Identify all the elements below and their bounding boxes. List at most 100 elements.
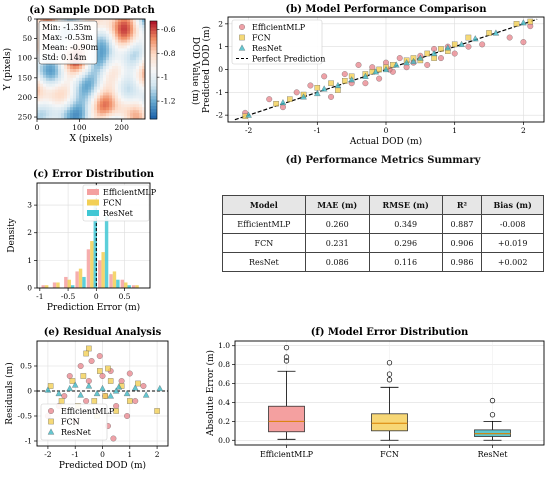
heatmap-cell	[127, 110, 131, 114]
heatmap-cell	[85, 77, 89, 82]
heatmap-cell	[121, 101, 125, 105]
heatmap-cell	[121, 113, 125, 117]
heatmap-cell	[67, 77, 71, 82]
heatmap-cell	[106, 69, 110, 73]
heatmap-cell	[55, 95, 59, 99]
scatter-point	[140, 383, 147, 389]
scatter-point	[102, 393, 108, 399]
heatmap-cell	[43, 86, 47, 90]
scatter-point	[66, 384, 74, 392]
heatmap-cell	[40, 86, 44, 90]
heatmap-cell	[139, 77, 143, 82]
heatmap-cell	[91, 83, 95, 88]
scatter-point	[126, 370, 133, 377]
scatter-point	[372, 68, 379, 75]
heatmap-cell	[106, 45, 110, 49]
heatmap-cell	[106, 51, 110, 55]
heatmap-cell	[139, 27, 143, 32]
heatmap-cell	[94, 101, 98, 105]
histogram-bar	[109, 274, 113, 288]
colorbar-segment	[150, 76, 157, 81]
heatmap-cell	[121, 51, 125, 55]
heatmap-cell	[121, 21, 125, 26]
heatmap-cell	[142, 77, 146, 82]
heatmap-cell	[79, 19, 83, 23]
scatter-point	[280, 104, 286, 111]
heatmap-cell	[100, 110, 104, 114]
heatmap-cell	[85, 89, 89, 93]
legend-marker	[238, 44, 246, 51]
heatmap-cell	[37, 51, 41, 55]
heatmap-cell	[91, 89, 95, 93]
heatmap-cell	[91, 92, 95, 96]
heatmap-cell	[139, 89, 143, 93]
heatmap-cell	[43, 104, 47, 108]
scatter-point	[156, 384, 164, 392]
heatmap-cell	[37, 71, 41, 76]
scatter-point	[438, 55, 444, 62]
heatmap-cell	[133, 60, 137, 64]
heatmap-cell	[76, 77, 80, 82]
heatmap-cell	[94, 77, 98, 82]
heatmap-cell	[124, 24, 128, 29]
heatmap-cell	[43, 71, 47, 76]
heatmap-cell	[124, 80, 128, 85]
heatmap-cell	[109, 57, 113, 61]
heatmap-cell	[115, 86, 119, 90]
heatmap-cell	[112, 92, 116, 96]
heatmap-cell	[76, 69, 80, 73]
scatter-point	[113, 403, 120, 409]
heatmap-cell	[82, 86, 86, 90]
heatmap-cell	[73, 89, 77, 93]
heatmap-cell	[37, 86, 41, 90]
heatmap-cell	[49, 92, 53, 96]
heatmap-cell	[106, 21, 110, 26]
heatmap-cell	[112, 89, 116, 93]
heatmap-cell	[97, 86, 101, 90]
heatmap-cell	[82, 110, 86, 114]
scatter-point	[458, 40, 465, 47]
heatmap-cell	[82, 63, 86, 67]
heatmap-cell	[139, 95, 143, 99]
heatmap-cell	[61, 63, 65, 67]
x-tick-label: 100	[72, 123, 87, 132]
heatmap-cell	[37, 80, 41, 85]
heatmap-cell	[91, 104, 95, 108]
heatmap-cell	[100, 104, 104, 108]
table-cell: 0.887	[441, 214, 483, 234]
heatmap-cell	[133, 83, 137, 88]
scatter-point	[273, 100, 279, 107]
histogram-bar	[131, 285, 136, 288]
plot-frame	[234, 340, 545, 446]
y-tick-label: 3	[27, 201, 32, 210]
heatmap-cell	[67, 110, 71, 114]
heatmap-cell	[121, 39, 125, 43]
heatmap-cell	[61, 98, 65, 102]
x-tick-label: 0	[100, 450, 105, 459]
scatter-point	[492, 29, 500, 36]
heatmap-cell	[97, 89, 101, 93]
heatmap-cell	[130, 83, 134, 88]
heatmap-cell	[91, 66, 95, 70]
y-tick-label: 0	[218, 65, 223, 74]
heatmap-cell	[82, 83, 86, 88]
heatmap-cell	[64, 74, 68, 79]
heatmap-cell	[61, 19, 65, 23]
heatmap-cell	[133, 33, 137, 38]
legend-label: FCN	[103, 199, 122, 208]
heatmap-cell	[46, 98, 50, 102]
heatmap-cell	[127, 51, 131, 55]
y-axis-label: Residuals (m)	[4, 362, 15, 424]
heatmap-cell	[100, 54, 104, 58]
table-header: R²	[441, 195, 483, 215]
heatmap-cell	[109, 33, 113, 38]
heatmap-cell	[58, 98, 62, 102]
scatter-point	[127, 398, 133, 404]
heatmap-cell	[124, 48, 128, 52]
table-title: (d) Performance Metrics Summary	[285, 155, 481, 166]
heatmap-cell	[52, 74, 56, 79]
heatmap-cell	[136, 51, 140, 55]
heatmap-cell	[61, 71, 65, 76]
histogram-bar	[86, 249, 91, 288]
heatmap-cell	[58, 95, 62, 99]
